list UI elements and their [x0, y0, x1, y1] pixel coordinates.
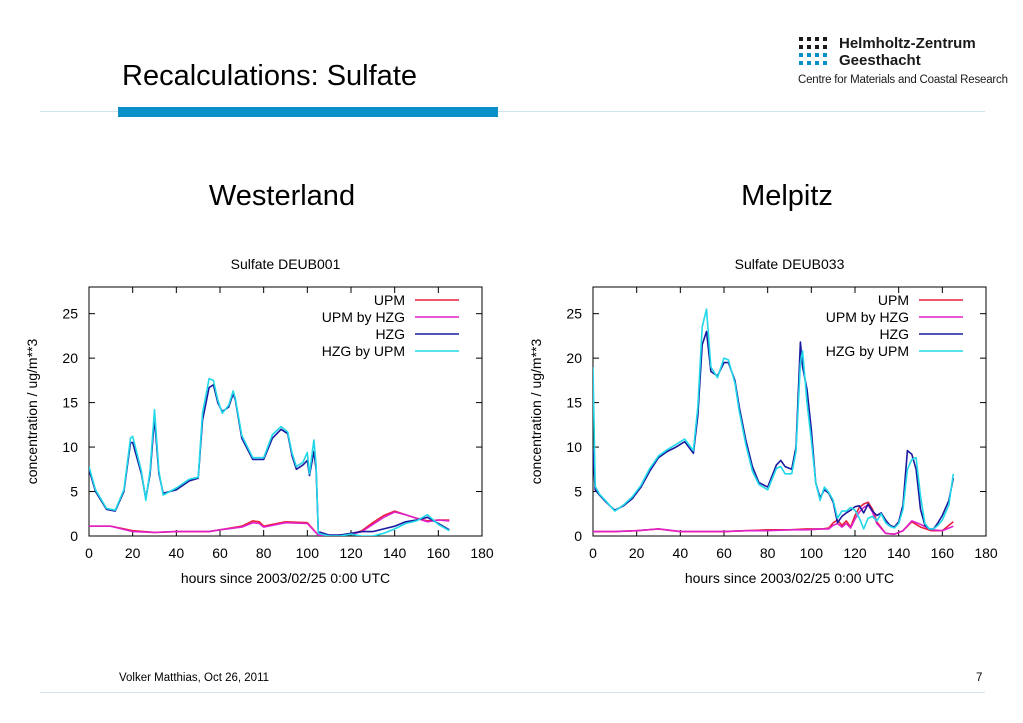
y-tick-label: 10: [566, 439, 582, 455]
plot-frame: [88, 286, 483, 537]
logo-dot: [807, 53, 811, 57]
y-tick-label: 25: [566, 306, 582, 322]
y-tick-label: 5: [70, 484, 78, 500]
y-tick-label: 15: [566, 395, 582, 411]
title-accent-bar: [118, 107, 498, 117]
chart-title: Sulfate DEUB033: [735, 256, 845, 272]
logo-dot: [807, 61, 811, 65]
x-tick-label: 80: [760, 545, 776, 561]
logo-dot: [823, 61, 827, 65]
x-tick-label: 160: [427, 545, 451, 561]
y-tick-label: 5: [574, 484, 582, 500]
legend-label: UPM by HZG: [826, 309, 909, 325]
page-number: 7: [976, 672, 983, 684]
y-tick-label: 0: [70, 528, 78, 544]
header-divider: [40, 111, 985, 112]
x-tick-label: 0: [85, 545, 93, 561]
logo-dot: [823, 45, 827, 49]
y-axis-label: concentration / ug/m**3: [24, 339, 40, 485]
x-tick-label: 80: [256, 545, 272, 561]
y-tick-label: 0: [574, 528, 582, 544]
slide-title: Recalculations: Sulfate: [122, 60, 417, 92]
logo-dot: [815, 61, 819, 65]
chart-title: Sulfate DEUB001: [231, 256, 341, 272]
x-tick-label: 140: [887, 545, 911, 561]
logo-dot: [807, 45, 811, 49]
logo-dot: [815, 53, 819, 57]
logo-dot: [823, 37, 827, 41]
x-axis-label: hours since 2003/02/25 0:00 UTC: [685, 570, 894, 586]
series-line-hzg: [593, 330, 955, 530]
x-tick-label: 100: [800, 545, 824, 561]
legend-label: HZG by UPM: [826, 343, 909, 359]
logo-dot: [799, 61, 803, 65]
footer-divider: [40, 692, 985, 693]
y-tick-label: 25: [62, 306, 78, 322]
y-tick-label: 15: [62, 395, 78, 411]
series-line-hzg-by-upm: [89, 377, 450, 536]
site-title-westerland: Westerland: [208, 180, 356, 212]
logo-dot-grid-icon: [799, 37, 827, 65]
x-tick-label: 160: [931, 545, 955, 561]
y-tick-label: 20: [62, 350, 78, 366]
logo-dot: [823, 53, 827, 57]
legend-label: HZG: [879, 326, 909, 342]
x-tick-label: 120: [339, 545, 363, 561]
logo-dot: [799, 45, 803, 49]
x-tick-label: 40: [673, 545, 689, 561]
legend-label: UPM by HZG: [322, 309, 405, 325]
x-tick-label: 180: [974, 545, 998, 561]
x-tick-label: 180: [470, 545, 494, 561]
legend-label: UPM: [878, 292, 909, 308]
plot-frame: [592, 286, 987, 537]
series-line-hzg-by-upm: [593, 308, 955, 530]
logo-dot: [815, 45, 819, 49]
x-tick-label: 60: [212, 545, 228, 561]
x-tick-label: 140: [383, 545, 407, 561]
logo-dot: [815, 37, 819, 41]
series-line-upm-by-hzg: [89, 511, 450, 536]
logo-name-line2: Geesthacht: [839, 52, 921, 69]
x-tick-label: 20: [125, 545, 141, 561]
legend-label: HZG: [375, 326, 405, 342]
x-tick-label: 40: [169, 545, 185, 561]
x-tick-label: 20: [629, 545, 645, 561]
x-tick-label: 120: [843, 545, 867, 561]
legend-label: UPM: [374, 292, 405, 308]
y-tick-label: 20: [566, 350, 582, 366]
footer-author-date: Volker Matthias, Oct 26, 2011: [119, 672, 270, 684]
y-tick-label: 10: [62, 439, 78, 455]
y-axis-label: concentration / ug/m**3: [528, 339, 544, 485]
x-axis-label: hours since 2003/02/25 0:00 UTC: [181, 570, 390, 586]
series-line-upm-by-hzg: [593, 504, 954, 536]
logo-dot: [799, 37, 803, 41]
x-tick-label: 60: [716, 545, 732, 561]
legend-label: HZG by UPM: [322, 343, 405, 359]
institution-logo: Helmholtz-Zentrum Geesthacht Centre for …: [798, 34, 1008, 94]
x-tick-label: 0: [589, 545, 597, 561]
site-title-melpitz: Melpitz: [741, 180, 833, 212]
logo-dot: [807, 37, 811, 41]
logo-dot: [799, 53, 803, 57]
x-tick-label: 100: [296, 545, 320, 561]
logo-name-line1: Helmholtz-Zentrum: [839, 35, 976, 52]
logo-subtitle: Centre for Materials and Coastal Researc…: [798, 74, 1008, 86]
